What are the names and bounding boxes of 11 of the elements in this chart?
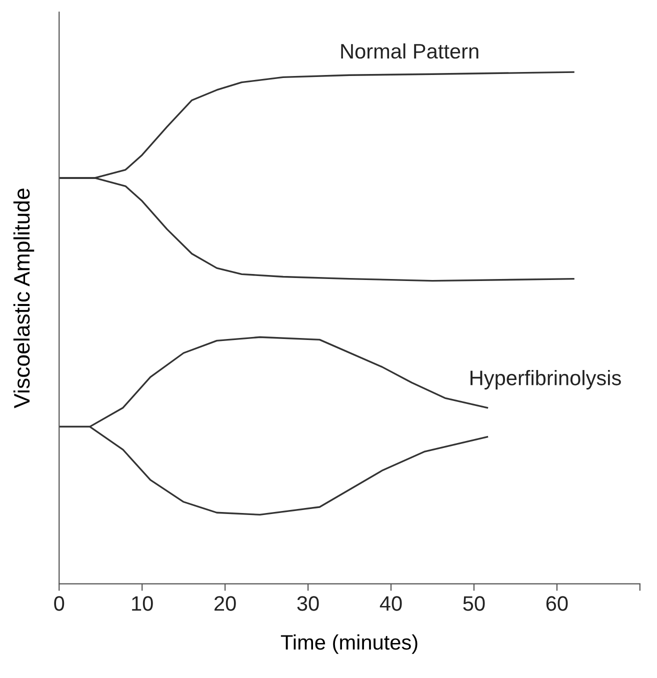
x-tick-label: 10 [132, 596, 153, 611]
x-tick-label: 50 [463, 596, 485, 611]
series-label: Normal Pattern [341, 43, 478, 59]
y-axis-title: Viscoelastic Amplitude [13, 188, 34, 408]
x-tick-label: 20 [214, 596, 236, 611]
series-label: Hyperfibrinolysis [470, 370, 621, 390]
x-axis-title: Time (minutes) [280, 634, 418, 654]
x-tick-label: 0 [54, 596, 64, 611]
x-tick-label: 30 [297, 596, 319, 611]
x-tick-label: 60 [546, 596, 568, 611]
x-tick-label: 40 [380, 596, 402, 611]
